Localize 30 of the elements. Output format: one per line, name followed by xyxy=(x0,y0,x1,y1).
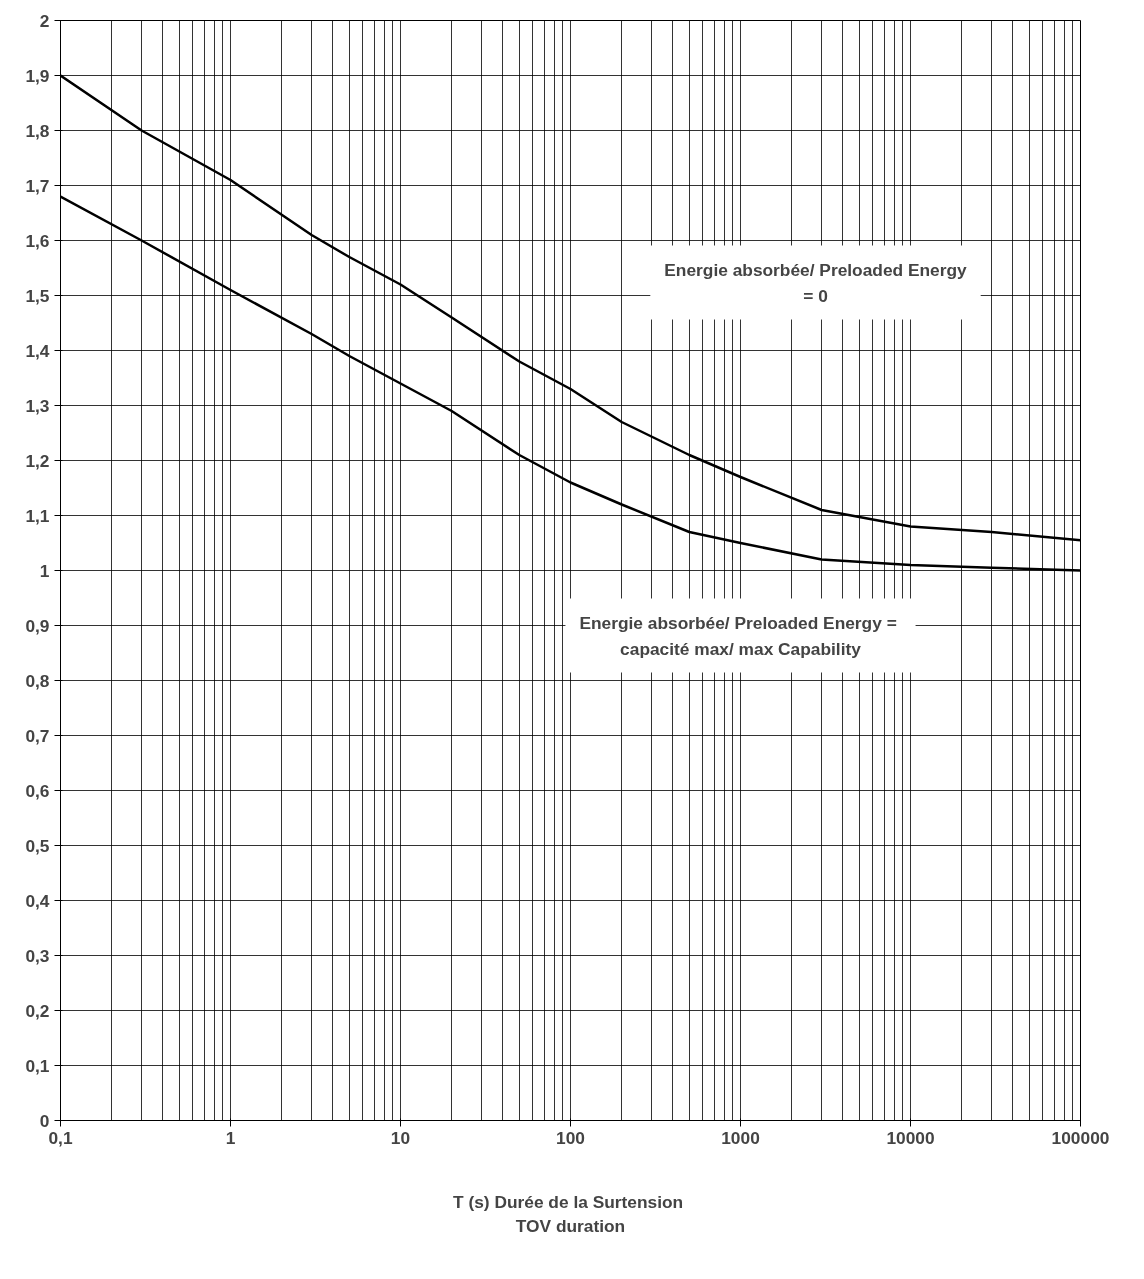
y-tick-label: 1,4 xyxy=(25,340,50,361)
annotation: Energie absorbée/ Preloaded Energy = capacité max/ max Capability xyxy=(579,612,897,659)
y-tick-label: 0,3 xyxy=(25,945,50,966)
x-axis-title: T (s) Durée de la Surtension TOV duration xyxy=(453,1191,684,1236)
y-tick-label: 1,2 xyxy=(25,450,50,471)
y-tick-label: 0,1 xyxy=(25,1055,50,1076)
y-tick-label: 0,9 xyxy=(25,615,50,636)
y-tick-label: 0,7 xyxy=(25,725,50,746)
y-tick-label: 1,9 xyxy=(25,65,50,86)
y-tick-label: 0,8 xyxy=(25,670,50,691)
y-tick-label: 1,6 xyxy=(25,230,50,251)
annotation: Energie absorbée/ Preloaded Energy = 0 xyxy=(664,259,968,306)
x-tick-label: 10 xyxy=(390,1127,411,1148)
y-tick-label: 2 xyxy=(39,10,50,31)
y-tick-label: 1,8 xyxy=(25,120,50,141)
y-tick-label: 0,5 xyxy=(25,835,50,856)
y-tick-label: 1,1 xyxy=(25,505,50,526)
y-tick-label: 1,3 xyxy=(25,395,50,416)
y-tick-label: 1 xyxy=(39,560,50,581)
y-tick-label: 0,4 xyxy=(25,890,50,911)
x-tick-label: 10000 xyxy=(886,1127,935,1148)
y-tick-label: 0,2 xyxy=(25,1000,50,1021)
x-tick-label: 100000 xyxy=(1051,1127,1110,1148)
x-tick-label: 1000 xyxy=(721,1127,760,1148)
y-tick-label: 0 xyxy=(39,1110,50,1131)
y-tick-label: 1,7 xyxy=(25,175,50,196)
y-tick-label: 1,5 xyxy=(25,285,50,306)
x-tick-label: 1 xyxy=(225,1127,236,1148)
y-tick-label: 0,6 xyxy=(25,780,50,801)
x-tick-label: 100 xyxy=(556,1127,585,1148)
